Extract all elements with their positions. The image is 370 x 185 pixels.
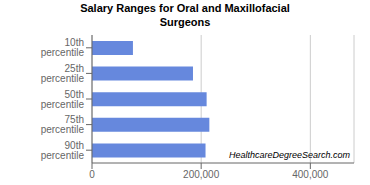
html-text:Surgeons: Surgeons bbox=[159, 16, 211, 28]
svg-text:10thpercentile: 10thpercentile bbox=[41, 37, 85, 58]
svg-text:90thpercentile: 90thpercentile bbox=[41, 140, 85, 161]
svg-text:200,000: 200,000 bbox=[183, 169, 220, 180]
html-text:HealthcareDegreeSearch.com: HealthcareDegreeSearch.com bbox=[228, 150, 350, 160]
html-text:Salary Ranges for Oral and Max: Salary Ranges for Oral and Maxillofacial bbox=[80, 2, 290, 14]
svg-text:0: 0 bbox=[89, 169, 95, 180]
svg-text:400,000: 400,000 bbox=[292, 169, 329, 180]
svg-text:50thpercentile: 50thpercentile bbox=[41, 89, 85, 110]
svg-text:25thpercentile: 25thpercentile bbox=[41, 63, 85, 84]
svg-text:75thpercentile: 75thpercentile bbox=[41, 114, 85, 135]
